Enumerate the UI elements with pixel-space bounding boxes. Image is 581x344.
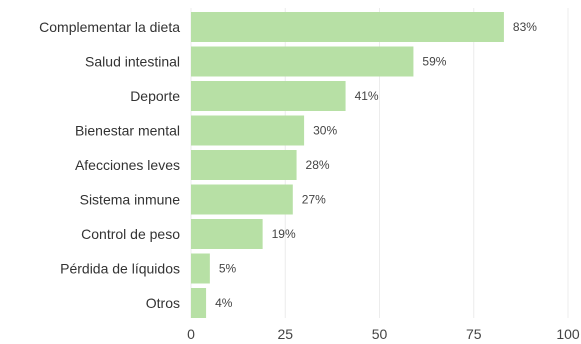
bar — [191, 115, 305, 146]
category-label: Otros — [146, 295, 180, 311]
bar — [191, 12, 504, 42]
value-label: 28% — [306, 158, 330, 172]
x-tick-label: 100 — [556, 326, 580, 342]
bar — [191, 288, 207, 318]
category-label: Complementar la dieta — [39, 19, 180, 35]
bar — [191, 184, 293, 215]
bar — [191, 253, 210, 284]
bar — [191, 46, 414, 77]
x-tick-label: 50 — [372, 326, 388, 342]
category-label: Deporte — [130, 88, 180, 104]
bar — [191, 150, 297, 180]
value-label: 59% — [422, 55, 446, 69]
value-labels: 83% 59% 41% 30% 28% 27% 19% 5% 4% — [215, 20, 537, 310]
category-labels: Complementar la dieta Salud intestinal Dep… — [39, 19, 180, 311]
category-label: Afecciones leves — [75, 157, 180, 173]
bars — [191, 12, 504, 318]
category-label: Pérdida de líquidos — [60, 261, 180, 277]
x-tick-label: 75 — [466, 326, 482, 342]
bar — [191, 81, 346, 111]
bar — [191, 219, 263, 249]
value-label: 4% — [215, 296, 233, 310]
category-label: Salud intestinal — [85, 54, 180, 70]
category-label: Sistema inmune — [80, 192, 181, 208]
value-label: 27% — [302, 193, 326, 207]
x-axis-ticks: 0 25 50 75 100 — [187, 326, 580, 342]
value-label: 19% — [272, 227, 296, 241]
value-label: 30% — [313, 124, 337, 138]
category-label: Bienestar mental — [75, 123, 180, 139]
value-label: 41% — [355, 89, 379, 103]
x-tick-label: 25 — [277, 326, 293, 342]
value-label: 83% — [513, 20, 537, 34]
x-tick-label: 0 — [187, 326, 195, 342]
category-label: Control de peso — [81, 226, 180, 242]
value-label: 5% — [219, 262, 237, 276]
